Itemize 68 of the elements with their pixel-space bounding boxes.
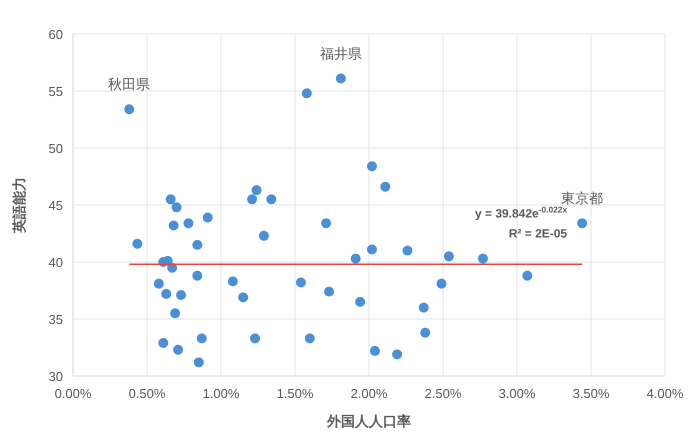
y-tick-label: 30	[48, 369, 63, 384]
point	[161, 288, 172, 299]
point	[196, 333, 207, 344]
point	[258, 230, 269, 241]
point	[366, 244, 377, 254]
y-tick-label: 50	[48, 141, 63, 156]
x-tick-label: 0.00%	[54, 386, 92, 401]
point	[370, 346, 380, 356]
x-tick-label: 2.50%	[424, 386, 462, 401]
point	[436, 278, 447, 289]
point	[158, 338, 168, 348]
point	[577, 218, 588, 228]
point	[194, 357, 204, 368]
point	[172, 202, 182, 212]
point	[418, 302, 429, 313]
y-axis-title: 英語能力	[11, 177, 27, 234]
point	[380, 182, 390, 192]
point	[252, 185, 262, 196]
annotation: y = 39.842e$^{-0.022x}$	[474, 204, 568, 220]
point	[336, 73, 346, 84]
point	[176, 290, 186, 300]
point	[296, 278, 306, 288]
point	[250, 333, 260, 344]
point	[321, 218, 332, 228]
y-tick-label: 40	[48, 255, 63, 270]
point	[478, 254, 488, 264]
y-tick-label: 55	[48, 84, 63, 99]
x-tick-label: 2.00%	[350, 386, 388, 401]
point	[192, 270, 202, 281]
x-tick-label: 3.00%	[498, 386, 536, 401]
point	[170, 308, 180, 318]
point	[228, 276, 238, 286]
point	[355, 296, 366, 307]
point	[420, 328, 430, 338]
annotation: 秋田県	[108, 76, 150, 92]
point	[392, 349, 402, 360]
point	[402, 246, 412, 256]
y-tick-label: 35	[48, 312, 63, 327]
point	[173, 344, 184, 355]
point	[350, 254, 361, 264]
point	[444, 251, 454, 262]
x-axis-title: 外国人人口率	[326, 413, 411, 429]
x-tick-label: 3.50%	[572, 386, 610, 401]
annotation: R² = 2E-05	[508, 226, 568, 240]
y-tick-label: 45	[48, 198, 63, 213]
point	[266, 194, 276, 204]
point	[124, 104, 134, 114]
point	[202, 212, 213, 223]
point	[132, 238, 142, 249]
x-tick-label: 1.50%	[276, 386, 314, 401]
y-tick-label: 60	[48, 27, 63, 42]
x-tick-label: 1.00%	[202, 386, 240, 401]
annotation: 福井県	[320, 45, 362, 62]
point	[154, 278, 164, 289]
point	[247, 194, 258, 204]
x-tick-label: 0.50%	[128, 386, 166, 401]
point	[168, 220, 179, 231]
point	[304, 333, 315, 344]
point	[366, 161, 377, 172]
annotation: 東京都	[561, 190, 604, 206]
point	[238, 292, 248, 302]
point	[324, 286, 334, 297]
x-tick-label: 4.00%	[646, 386, 684, 401]
point	[522, 270, 532, 281]
point	[183, 218, 194, 228]
point	[166, 194, 176, 204]
point	[302, 88, 312, 98]
point	[192, 240, 202, 250]
